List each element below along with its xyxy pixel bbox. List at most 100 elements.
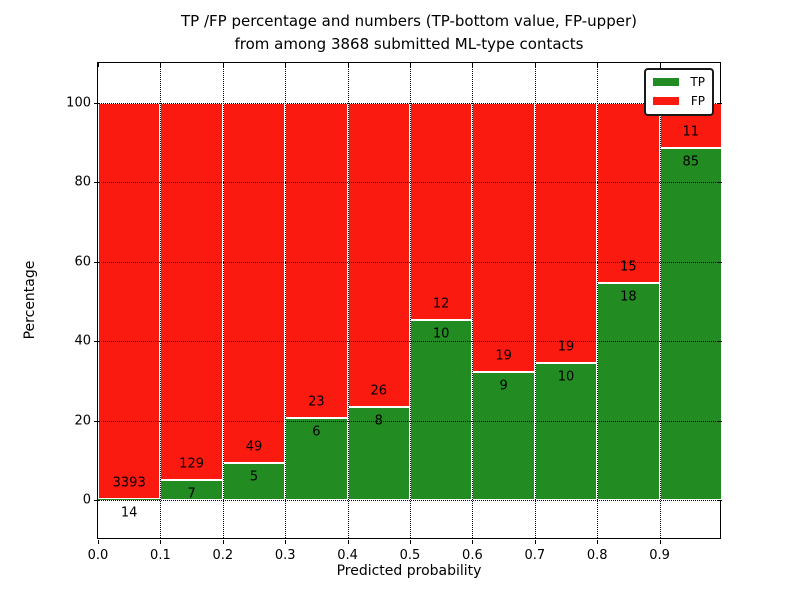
y-tick-mark-right bbox=[718, 420, 722, 422]
x-gridline bbox=[222, 63, 224, 538]
x-gridline bbox=[534, 63, 536, 538]
x-tick-mark bbox=[222, 540, 224, 544]
x-tick-mark-top bbox=[472, 63, 474, 67]
chart-title-line2: from among 3868 submitted ML-type contac… bbox=[234, 35, 584, 53]
x-tick-mark bbox=[347, 540, 349, 544]
x-tick-mark bbox=[534, 540, 536, 544]
x-tick-mark-top bbox=[222, 63, 224, 67]
y-tick-mark bbox=[94, 261, 98, 263]
x-tick-mark-top bbox=[659, 63, 661, 67]
fp-bar-0.3-0.4 bbox=[285, 102, 348, 418]
fp-count-label: 3393 bbox=[112, 475, 146, 491]
x-axis-label: Predicted probability bbox=[336, 563, 482, 579]
tp-bar-0.5-0.6 bbox=[410, 319, 473, 501]
tp-count-label: 5 bbox=[249, 469, 259, 485]
y-tick-mark-right bbox=[718, 182, 722, 184]
y-gridline bbox=[98, 500, 720, 502]
legend-label-tp: TP bbox=[690, 75, 705, 89]
fp-bar-0.4-0.5 bbox=[347, 102, 410, 407]
y-tick-mark-right bbox=[718, 500, 722, 502]
y-gridline bbox=[98, 102, 720, 104]
x-tick-mark bbox=[410, 540, 411, 544]
x-tick-mark-top bbox=[285, 63, 287, 67]
x-tick-mark bbox=[160, 540, 162, 544]
y-tick-mark bbox=[94, 102, 98, 104]
x-tick-label: 0.2 bbox=[212, 548, 234, 563]
y-gridline bbox=[98, 341, 720, 343]
y-gridline bbox=[98, 182, 720, 184]
fp-bar-0.5-0.6 bbox=[410, 102, 473, 320]
y-tick-mark bbox=[94, 341, 98, 343]
fp-count-label: 11 bbox=[682, 124, 700, 140]
tp-count-label: 9 bbox=[499, 378, 508, 394]
y-tick-label: 20 bbox=[74, 413, 91, 429]
fp-bar-0.0-0.1 bbox=[98, 102, 161, 499]
tp-count-label: 6 bbox=[312, 424, 321, 440]
tp-count-label: 10 bbox=[432, 326, 450, 342]
y-tick-mark-right bbox=[718, 102, 722, 104]
fp-count-label: 12 bbox=[432, 296, 450, 312]
y-tick-label: 0 bbox=[82, 492, 91, 508]
tp-count-label: 8 bbox=[374, 413, 383, 429]
x-tick-mark-top bbox=[410, 63, 411, 67]
fp-count-label: 23 bbox=[308, 394, 325, 410]
legend-item-tp: TP bbox=[653, 75, 705, 89]
y-tick-label: 60 bbox=[74, 254, 91, 270]
tp-bar-0.2-0.3 bbox=[222, 463, 286, 501]
y-tick-mark-right bbox=[718, 261, 722, 263]
fp-swatch-icon bbox=[653, 97, 679, 105]
x-tick-label: 0.0 bbox=[87, 548, 109, 563]
x-tick-mark bbox=[659, 540, 661, 544]
fp-bar-0.8-0.9 bbox=[597, 102, 660, 284]
x-tick-label: 0.3 bbox=[274, 548, 296, 563]
y-tick-mark bbox=[94, 420, 98, 422]
y-tick-label: 80 bbox=[74, 174, 91, 190]
y-gridline bbox=[98, 261, 720, 263]
tp-count-label: 14 bbox=[120, 505, 138, 521]
x-tick-mark-top bbox=[160, 63, 162, 67]
x-gridline bbox=[285, 63, 287, 538]
tp-bar-0.4-0.5 bbox=[347, 406, 410, 501]
y-tick-mark bbox=[94, 500, 98, 502]
tp-swatch-icon bbox=[653, 78, 679, 86]
chart-title-line1: TP /FP percentage and numbers (TP-bottom… bbox=[181, 12, 637, 30]
tp-bar-0.9-1.0 bbox=[659, 148, 722, 501]
chart-title: TP /FP percentage and numbers (TP-bottom… bbox=[97, 10, 721, 56]
x-tick-label: 0.8 bbox=[586, 548, 608, 563]
x-tick-mark-top bbox=[98, 63, 99, 67]
x-tick-label: 0.1 bbox=[150, 548, 171, 563]
x-tick-label: 0.6 bbox=[462, 548, 483, 563]
tp-count-label: 85 bbox=[682, 154, 700, 170]
fp-count-label: 49 bbox=[245, 439, 263, 455]
x-gridline bbox=[410, 63, 411, 538]
fp-count-label: 15 bbox=[620, 259, 637, 275]
fp-bar-0.2-0.3 bbox=[222, 102, 286, 464]
x-tick-label: 0.7 bbox=[524, 548, 546, 563]
x-tick-mark-top bbox=[347, 63, 349, 67]
fp-count-label: 129 bbox=[179, 456, 205, 472]
x-gridline bbox=[160, 63, 162, 538]
x-tick-mark bbox=[285, 540, 287, 544]
y-tick-mark bbox=[94, 182, 98, 184]
tp-count-label: 18 bbox=[620, 289, 637, 305]
legend-label-fp: FP bbox=[690, 94, 705, 108]
fp-bar-0.1-0.2 bbox=[160, 102, 223, 480]
x-tick-mark-top bbox=[597, 63, 599, 67]
legend-item-fp: FP bbox=[653, 94, 705, 108]
y-tick-label: 100 bbox=[66, 95, 91, 111]
x-gridline bbox=[659, 63, 661, 538]
tp-count-label: 7 bbox=[187, 486, 196, 502]
x-tick-mark bbox=[98, 540, 99, 544]
y-tick-mark-right bbox=[718, 341, 722, 343]
fp-bar-0.7-0.8 bbox=[534, 102, 598, 364]
y-axis-label: Percentage bbox=[22, 260, 38, 340]
tp-bar-0.7-0.8 bbox=[534, 363, 598, 501]
fp-count-label: 26 bbox=[370, 383, 388, 399]
fp-bar-0.6-0.7 bbox=[472, 102, 535, 373]
x-tick-label: 0.4 bbox=[337, 548, 358, 563]
x-tick-mark bbox=[472, 540, 474, 544]
x-gridline bbox=[597, 63, 599, 538]
legend: TP FP bbox=[644, 68, 714, 116]
x-tick-label: 0.5 bbox=[399, 548, 421, 563]
x-gridline bbox=[347, 63, 349, 538]
